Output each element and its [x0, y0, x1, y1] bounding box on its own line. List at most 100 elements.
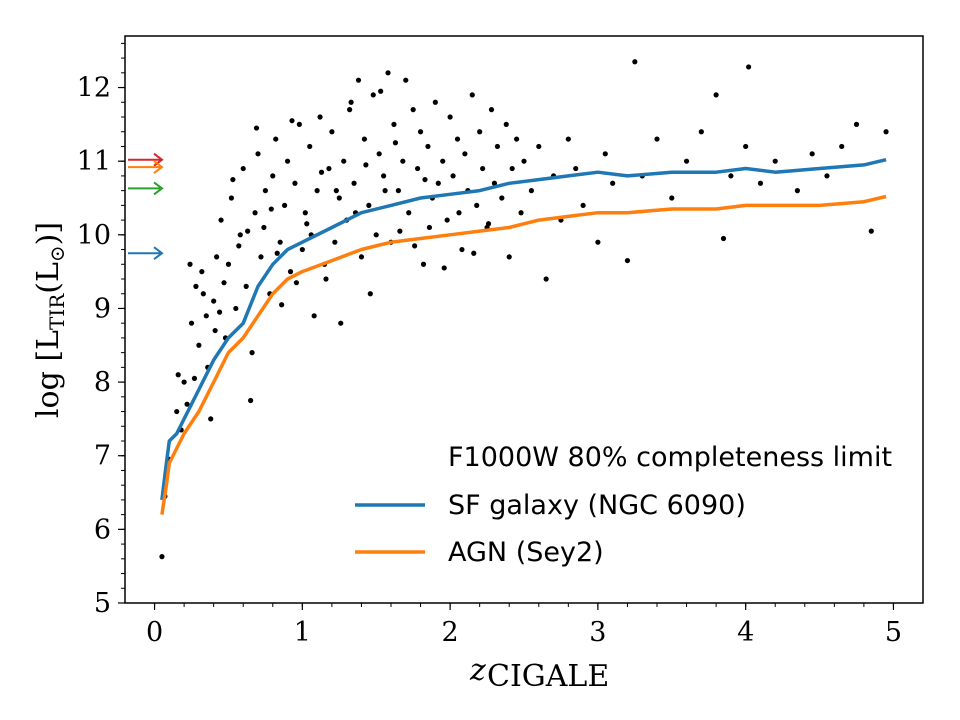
scatter-point — [474, 202, 480, 208]
y-tick-label: 8 — [94, 367, 111, 398]
scatter-point — [518, 210, 524, 216]
scatter-point — [412, 243, 418, 249]
scatter-point — [425, 143, 431, 150]
scatter-point — [262, 188, 268, 194]
scatter-point — [289, 118, 295, 124]
scatter-point — [338, 320, 344, 326]
scatter-point — [441, 265, 447, 271]
scatter-point — [323, 276, 329, 282]
scatter-point — [573, 165, 579, 172]
scatter-point — [249, 350, 255, 356]
y-tick-label: 12 — [77, 73, 111, 104]
scatter-point — [237, 232, 243, 238]
scatter-point — [378, 88, 384, 94]
scatter-point — [261, 224, 267, 231]
scatter-point — [459, 246, 465, 253]
scatter-point — [284, 158, 291, 164]
scatter-point — [255, 151, 261, 157]
svg-text:log [LTIR(L⊙)]: log [LTIR(L⊙)] — [31, 222, 69, 418]
scatter-point — [307, 143, 313, 150]
scatter-point — [363, 162, 369, 168]
scatter-point — [333, 188, 339, 194]
scatter-point — [720, 235, 727, 242]
scatter-point — [203, 313, 209, 319]
scatter-point — [447, 114, 453, 120]
scatter-point — [397, 228, 403, 234]
x-tick-label: 5 — [885, 617, 902, 648]
scatter-point — [868, 228, 874, 234]
scatter-point — [336, 195, 342, 201]
scatter-point — [274, 250, 280, 256]
limit-arrow — [128, 160, 164, 174]
scatter-point — [212, 327, 218, 334]
scatter-point — [395, 188, 401, 194]
scatter-point — [376, 151, 382, 157]
scatter-point — [610, 180, 616, 186]
scatter-point — [236, 243, 242, 249]
scatter-point — [240, 165, 246, 172]
scatter-point — [456, 210, 462, 216]
scatter-point — [366, 202, 372, 208]
scatter-point — [444, 217, 450, 223]
scatter-point — [287, 269, 294, 275]
scatter-point — [370, 92, 376, 98]
scatter-point — [258, 254, 264, 260]
scatter-point — [188, 320, 195, 326]
scatter-point — [302, 210, 308, 216]
scatter-point — [347, 107, 353, 113]
scatter-point — [270, 173, 276, 179]
scatter-point — [432, 99, 438, 105]
scatter-point — [420, 261, 427, 267]
scatter-point — [698, 129, 704, 135]
scatter-point — [193, 283, 199, 289]
scatter-point — [292, 180, 298, 186]
x-tick-label: 0 — [146, 617, 163, 648]
scatter-point — [199, 269, 205, 275]
y-tick-label: 11 — [77, 146, 111, 177]
x-tick-label: 4 — [737, 617, 754, 648]
scatter-point — [273, 136, 279, 142]
scatter-point — [187, 261, 193, 267]
scatter-point — [471, 250, 477, 256]
scatter-point — [477, 129, 483, 135]
scatter-point — [853, 121, 860, 127]
scatter-point — [181, 379, 187, 385]
scatter-point — [454, 136, 461, 142]
scatter-point — [839, 143, 845, 150]
plot-frame — [124, 35, 924, 604]
scatter-point — [184, 401, 190, 407]
scatter-point — [358, 254, 365, 260]
x-axis-label: z CIGALE — [469, 653, 609, 694]
scatter-point — [245, 228, 251, 234]
y-tick-label: 6 — [94, 514, 111, 545]
scatter-point — [216, 309, 223, 315]
scatter-point — [422, 176, 428, 183]
svg-text:CIGALE: CIGALE — [487, 659, 609, 694]
y-tick-label: 5 — [94, 588, 111, 619]
legend-title: F1000W 80% completeness limit — [448, 442, 892, 473]
series-line-agn — [160, 194, 887, 515]
scatter-point — [211, 298, 217, 304]
scatter-point — [602, 151, 608, 157]
scatter-point — [268, 206, 274, 212]
scatter-point — [382, 188, 388, 194]
scatter-point — [824, 173, 830, 179]
scatter-point — [565, 136, 571, 142]
scatter-point — [373, 232, 379, 238]
scatter-point — [509, 165, 515, 172]
scatter-point — [332, 239, 338, 245]
scatter-point — [521, 158, 527, 164]
scatter-point — [175, 372, 181, 378]
scatter-point — [381, 173, 387, 179]
scatter-point — [304, 221, 310, 227]
scatter-point — [595, 239, 601, 245]
scatter-point — [426, 224, 433, 231]
scatter-point — [311, 313, 317, 319]
scatter-point — [317, 114, 323, 120]
scatter-point — [746, 64, 752, 70]
scatter-point — [329, 129, 335, 135]
y-tick-label: 7 — [94, 441, 111, 472]
x-tick-label: 2 — [442, 617, 459, 648]
scatter-point — [536, 143, 542, 150]
